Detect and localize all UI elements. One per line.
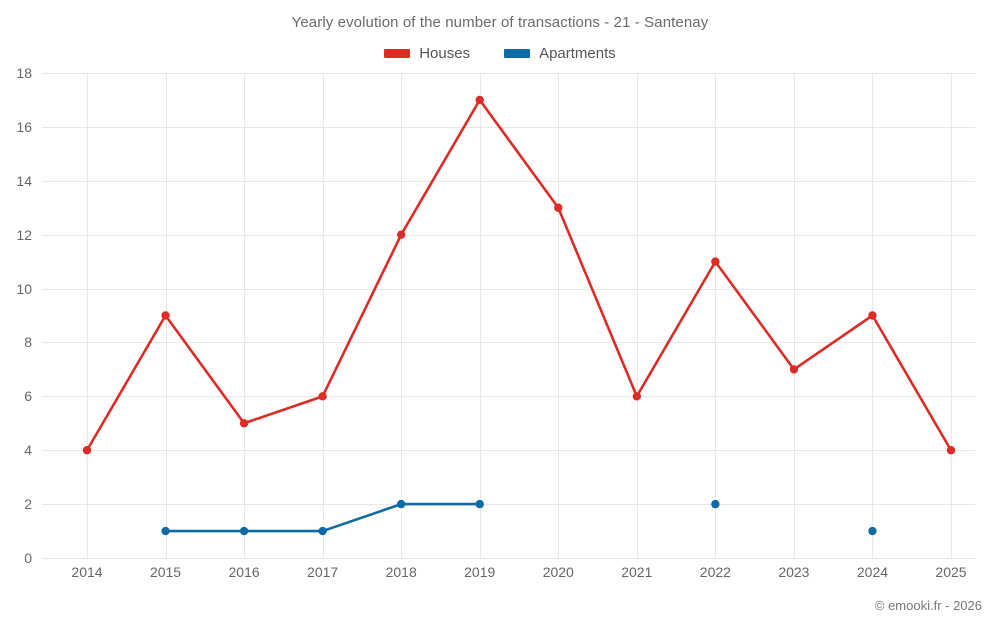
y-axis-tick-label: 18: [16, 65, 32, 81]
x-axis-labels: 2014 2015 2016 2017 2018 2019 2020 2021 2022 2023…: [42, 564, 975, 586]
legend-swatch-apartments: [504, 49, 531, 58]
y-axis-tick-label: 2: [24, 496, 32, 513]
data-point[interactable]: [161, 311, 170, 320]
gridline-horizontal: [42, 73, 975, 74]
data-point[interactable]: [318, 526, 327, 536]
gridline-vertical: [558, 73, 559, 558]
x-axis-tick-label: 2020: [542, 564, 574, 580]
gridline-vertical: [480, 73, 481, 558]
x-axis-tick-label: 2017: [307, 564, 339, 580]
legend-swatch-houses: [384, 49, 411, 58]
data-point[interactable]: [475, 499, 484, 509]
data-point[interactable]: [789, 365, 799, 374]
data-point[interactable]: [239, 526, 249, 536]
gridline-vertical: [244, 73, 245, 558]
data-point[interactable]: [711, 499, 720, 509]
data-point[interactable]: [396, 230, 406, 239]
y-axis-tick-label: 6: [24, 388, 32, 405]
data-point[interactable]: [318, 392, 327, 401]
gridline-horizontal: [42, 235, 975, 236]
data-point[interactable]: [554, 203, 563, 212]
chart-legend: Houses Apartments: [0, 45, 1000, 62]
x-axis-tick-label: 2019: [464, 564, 496, 580]
y-axis-tick-label: 14: [16, 172, 32, 189]
data-point[interactable]: [82, 446, 92, 455]
data-point[interactable]: [711, 257, 720, 266]
gridline-horizontal: [42, 558, 975, 559]
gridline-vertical: [715, 73, 716, 558]
data-point[interactable]: [868, 526, 877, 536]
footer-credit: © emooki.fr - 2026: [874, 598, 982, 613]
legend-label-houses: Houses: [419, 45, 471, 62]
gridline-horizontal: [42, 504, 975, 505]
gridline-vertical: [401, 73, 402, 558]
series-apartments: [161, 499, 877, 536]
gridline-horizontal: [42, 181, 975, 182]
chart-title: Yearly evolution of the number of transa…: [291, 14, 709, 31]
legend-item-houses[interactable]: Houses: [384, 45, 470, 62]
y-axis-tick-label: 4: [24, 442, 32, 459]
x-axis-tick-label: 2014: [71, 564, 103, 580]
series-layer: [82, 95, 956, 536]
gridline-horizontal: [42, 450, 975, 451]
data-point[interactable]: [161, 526, 170, 536]
x-axis-tick-label: 2023: [778, 564, 810, 580]
gridline-horizontal: [42, 342, 975, 343]
x-axis-tick-label: 2018: [385, 564, 417, 580]
series-houses: [82, 95, 956, 455]
y-axis-tick-label: 10: [16, 280, 32, 297]
data-point[interactable]: [239, 419, 249, 428]
series-line: [85, 98, 953, 452]
y-axis-tick-label: 8: [24, 334, 32, 351]
gridline-vertical: [637, 73, 638, 558]
y-axis-tick-label: 0: [24, 550, 32, 566]
gridline-horizontal: [42, 127, 975, 128]
gridline-vertical: [794, 73, 795, 558]
gridline-vertical: [323, 73, 324, 558]
plot-area: [42, 73, 975, 559]
data-point[interactable]: [475, 95, 484, 105]
data-point[interactable]: [868, 311, 877, 320]
gridline-vertical: [951, 73, 952, 558]
x-axis-tick-label: 2015: [149, 564, 182, 580]
gridline-horizontal: [42, 289, 975, 290]
x-axis-tick-label: 2022: [699, 564, 731, 580]
x-axis-tick-label: 2024: [856, 564, 889, 580]
data-point[interactable]: [632, 392, 642, 401]
x-axis-tick-label: 2021: [621, 564, 653, 580]
data-point[interactable]: [396, 499, 406, 509]
x-axis-tick-label: 2016: [228, 564, 260, 580]
y-axis-tick-label: 16: [16, 118, 32, 135]
y-axis-tick-label: 12: [16, 226, 32, 243]
x-axis-tick-label: 2025: [935, 564, 967, 580]
gridline-vertical: [87, 73, 88, 558]
legend-item-apartments[interactable]: Apartments: [504, 45, 616, 62]
data-point[interactable]: [946, 446, 956, 455]
legend-label-apartments: Apartments: [539, 45, 616, 62]
gridline-horizontal: [42, 396, 975, 397]
